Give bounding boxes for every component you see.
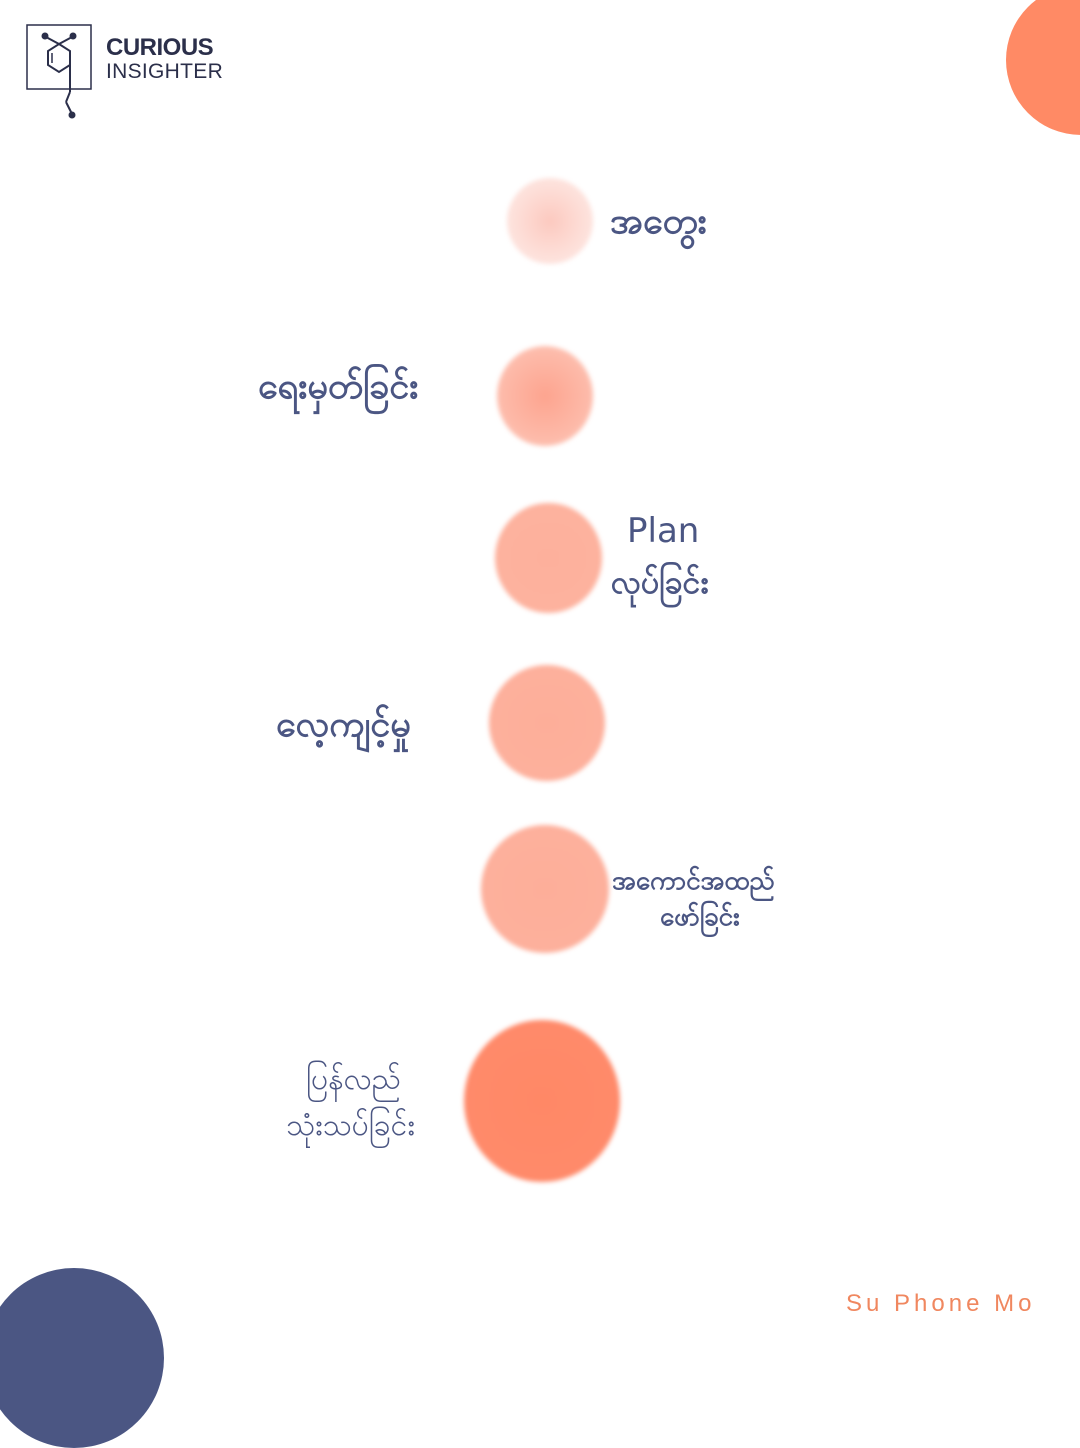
step-5-circle [481,825,609,953]
author-credit: Su Phone Mo [846,1290,1036,1317]
step-1-label: အတွေး [610,201,707,242]
step-3-circle [495,503,602,613]
step-5-label-line2: ဖော်ခြင်း [660,902,740,932]
decorative-corner-circle-top-right [1006,0,1080,135]
step-2-label: ရေးမှတ်ခြင်း [258,366,419,407]
step-3-label-line2: လုပ်ခြင်း [611,563,709,601]
brand-logo: CURIOUS INSIGHTER [26,24,266,124]
step-5-label-line1: အကောင်အထည် [612,866,775,896]
step-6-label-line2: သုံးသပ်ခြင်း [286,1108,415,1143]
step-4-circle [489,665,605,781]
step-4-label: လေ့ကျင့်မှု [276,704,411,745]
step-2-circle [497,346,593,446]
step-6-label-line1: ပြန်လည် [306,1062,401,1097]
brand-name-line2: INSIGHTER [106,60,224,83]
molecule-logo-icon [26,24,92,119]
step-6-circle [464,1020,620,1182]
step-1-circle [507,178,593,264]
brand-name-line1: CURIOUS [106,34,214,61]
step-3-label-line1: Plan [627,511,700,551]
decorative-corner-circle-bottom-left [0,1268,164,1448]
